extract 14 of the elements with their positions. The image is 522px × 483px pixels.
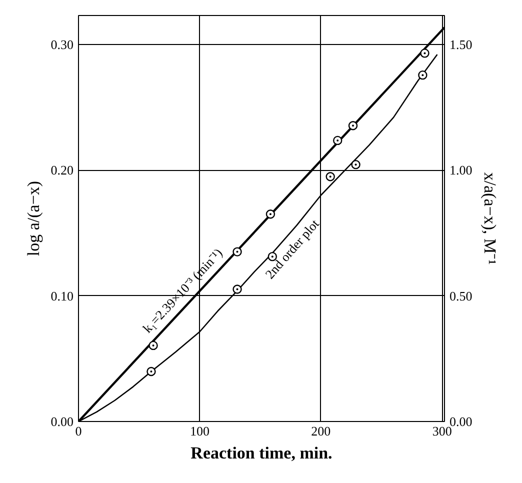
y-axis-title: log a/(a−x)	[24, 180, 43, 256]
y-tick-label: 0.10	[50, 288, 74, 304]
y-tick-label: 0.00	[50, 414, 74, 429]
x-tick-label: 100	[190, 424, 210, 438]
y-tick-label: 0.20	[50, 162, 74, 178]
y2-tick-label: 1.50	[450, 36, 472, 52]
x-tick-label: 200	[311, 424, 331, 438]
y2-tick-label: 1.00	[450, 162, 472, 178]
y2-axis-title: x/a(a−x), M⁻¹	[480, 172, 500, 265]
y2-tick-label: 0.00	[450, 414, 472, 429]
x-axis-title: Reaction time, min.	[190, 444, 332, 462]
x-tick-label: 0	[75, 424, 82, 438]
y2-tick-label: 0.50	[450, 288, 472, 304]
y-tick-label: 0.30	[50, 36, 74, 52]
